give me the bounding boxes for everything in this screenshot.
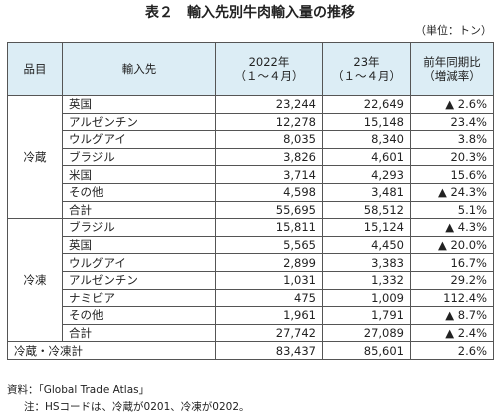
header-line: （増減率）	[423, 69, 481, 83]
origin-cell: 米国	[62, 165, 216, 184]
origin-cell: ブラジル	[62, 218, 216, 237]
value-cell: 3.8%	[410, 130, 494, 149]
data-row: 英国 5,565 4,450 ▲ 20.0%	[8, 235, 494, 255]
value-cell: 8,035	[215, 130, 323, 149]
value-cell: 4,598	[215, 182, 323, 202]
value-cell: ▲ 8.7%	[410, 306, 494, 325]
origin-cell: その他	[62, 182, 216, 202]
value-cell: 1,009	[322, 288, 411, 308]
value-cell: 12,278	[215, 112, 323, 132]
unit: （単位：トン）	[415, 24, 492, 37]
header-cell: 前年同期比 （増減率）	[410, 42, 494, 96]
value-cell: 8,340	[322, 130, 411, 149]
value-cell: 4,450	[322, 235, 411, 255]
total-label: 冷蔵・冷凍計	[7, 341, 216, 360]
data-row: ブラジル 3,826 4,601 20.3%	[8, 147, 494, 167]
header-row: 品目 輸入先 2022年 （１～４月） 23年 （１～４月） 前年同期比 （増減率）	[7, 42, 494, 96]
value-cell: ▲ 24.3%	[410, 182, 494, 202]
value-cell: 2.6%	[410, 341, 494, 360]
data-row: 冷蔵 英国 23,244 22,649 ▲ 2.6%	[7, 94, 494, 220]
table: 品目 輸入先 2022年 （１～４月） 23年 （１～４月） 前年同期比 （増減率） 冷蔵 英国 2…	[7, 42, 494, 360]
value-cell: ▲ 4.3%	[410, 218, 494, 237]
value-cell: 4,601	[322, 147, 411, 167]
origin-cell: 英国	[62, 95, 216, 114]
value-cell: ▲ 2.6%	[410, 95, 494, 114]
origin-cell: 英国	[62, 235, 216, 255]
value-cell: 3,481	[322, 182, 411, 202]
origin-cell: ブラジル	[62, 147, 216, 167]
origin-cell: ウルグアイ	[62, 253, 216, 272]
origin-cell: ウルグアイ	[62, 130, 216, 149]
header-line: 前年同期比	[423, 55, 481, 69]
header-line: 輸入先	[121, 62, 157, 76]
value-cell: 1,031	[215, 270, 323, 290]
value-cell: 29.2%	[410, 270, 494, 290]
data-row: アルゼンチン 12,278 15,148 23.4%	[8, 112, 494, 132]
value-cell: ▲ 20.0%	[410, 235, 494, 255]
value-cell: 58,512	[322, 200, 411, 220]
header-cell: 2022年 （１～４月）	[215, 42, 323, 96]
data-row: ナミビア 475 1,009 112.4%	[8, 288, 494, 308]
header-line: 2022年	[248, 55, 290, 69]
value-cell: 3,714	[215, 165, 323, 184]
value-cell: 3,383	[322, 253, 411, 272]
value-cell: 15.6%	[410, 165, 494, 184]
value-cell: 85,601	[322, 341, 411, 360]
value-cell: 112.4%	[410, 288, 494, 308]
origin-cell: アルゼンチン	[62, 112, 216, 132]
header-line: 品目	[23, 62, 47, 76]
data-row: 合計 55,695 58,512 5.1%	[8, 200, 494, 220]
value-cell: 15,148	[322, 112, 411, 132]
table-body: 品目 輸入先 2022年 （１～４月） 23年 （１～４月） 前年同期比 （増減率） 冷蔵 英国 2…	[7, 42, 494, 360]
origin-cell: 合計	[62, 200, 216, 220]
value-cell: 27,742	[215, 323, 323, 343]
title: 表２ 輸入先別牛肉輸入量の推移	[145, 5, 355, 21]
value-cell: 23,244	[215, 95, 323, 114]
header-line: （１～４月）	[234, 69, 304, 83]
value-cell: 1,791	[322, 306, 411, 325]
header-cell: 23年 （１～４月）	[322, 42, 411, 96]
value-cell: 5.1%	[410, 200, 494, 220]
value-cell: 3,826	[215, 147, 323, 167]
header-line: （１～４月）	[332, 69, 401, 83]
value-cell: 22,649	[322, 95, 411, 114]
header-cell: 輸入先	[62, 42, 216, 96]
value-cell: 55,695	[215, 200, 323, 220]
value-cell: 20.3%	[410, 147, 494, 167]
value-cell: 83,437	[215, 341, 323, 360]
origin-cell: アルゼンチン	[62, 270, 216, 290]
value-cell: 16.7%	[410, 253, 494, 272]
value-cell: 27,089	[322, 323, 411, 343]
data-row: その他 1,961 1,791 ▲ 8.7%	[8, 306, 494, 325]
data-row: 合計 27,742 27,089 ▲ 2.4%	[8, 323, 494, 343]
total-row: 冷蔵・冷凍計 83,437 85,601 2.6%	[7, 341, 494, 360]
source-note: 資料：「Global Trade Atlas」	[7, 384, 150, 396]
data-row: 冷凍 ブラジル 15,811 15,124 ▲ 4.3%	[7, 218, 494, 343]
value-cell: 5,565	[215, 235, 323, 255]
footnote: 注：HSコードは、冷蔵が0201、冷凍が0202。	[24, 401, 250, 413]
origin-cell: その他	[62, 306, 216, 325]
value-cell: 475	[215, 288, 323, 308]
value-cell: 1,332	[322, 270, 411, 290]
value-cell: 4,293	[322, 165, 411, 184]
group-label: 冷凍	[7, 218, 63, 343]
value-cell: ▲ 2.4%	[410, 323, 494, 343]
header-line: 23年	[353, 55, 380, 69]
data-row: アルゼンチン 1,031 1,332 29.2%	[8, 270, 494, 290]
value-cell: 15,124	[322, 218, 411, 237]
data-row: 米国 3,714 4,293 15.6%	[8, 165, 494, 184]
value-cell: 2,899	[215, 253, 323, 272]
origin-cell: 合計	[62, 323, 216, 343]
value-cell: 23.4%	[410, 112, 494, 132]
value-cell: 1,961	[215, 306, 323, 325]
group-label: 冷蔵	[7, 94, 63, 220]
value-cell: 15,811	[215, 218, 323, 237]
data-row: その他 4,598 3,481 ▲ 24.3%	[8, 182, 494, 202]
data-row: ウルグアイ 2,899 3,383 16.7%	[8, 253, 494, 272]
origin-cell: ナミビア	[62, 288, 216, 308]
header-cell: 品目	[7, 42, 63, 96]
data-row: ウルグアイ 8,035 8,340 3.8%	[8, 130, 494, 149]
